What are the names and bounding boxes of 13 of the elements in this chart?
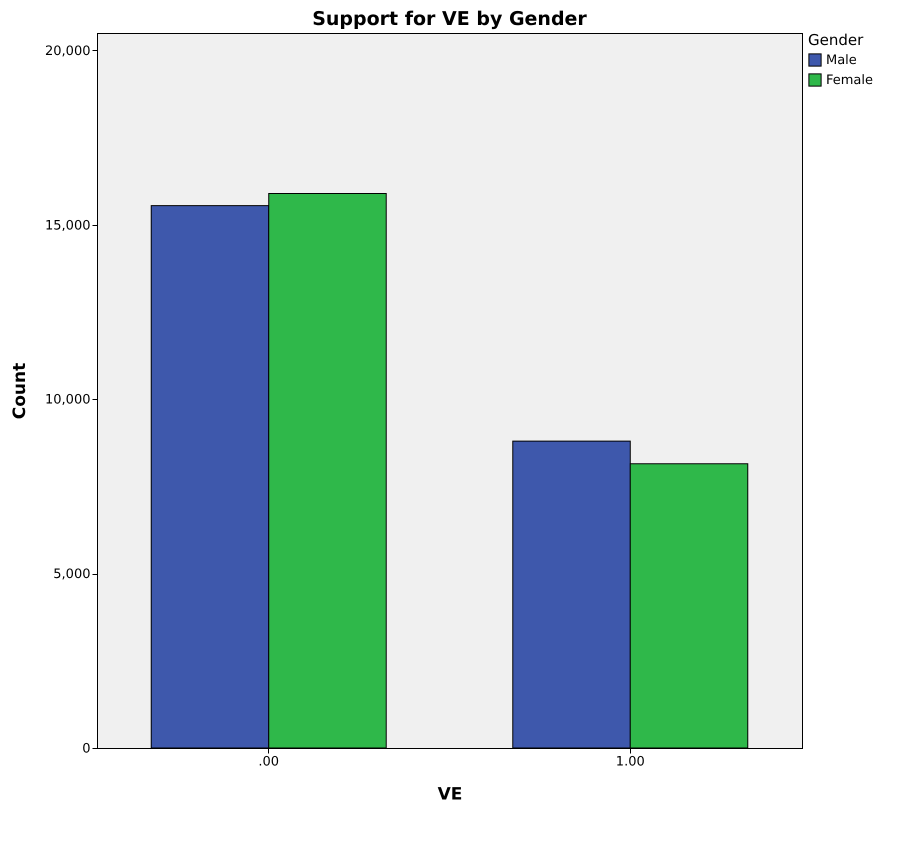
y-tick-label: 5,000: [53, 567, 90, 582]
y-tick-label: 0: [82, 742, 90, 756]
x-tick-label: 1.00: [616, 754, 645, 770]
y-axis-title: Count: [10, 362, 30, 420]
y-tick-label: 15,000: [45, 218, 90, 234]
x-axis-title: VE: [438, 784, 462, 804]
x-tick-label: .00: [258, 754, 280, 770]
legend-title: Gender: [808, 31, 864, 49]
y-tick-label: 20,000: [45, 44, 90, 59]
chart-title: Support for VE by Gender: [312, 8, 588, 30]
legend-label: Female: [826, 73, 874, 88]
y-tick-label: 10,000: [45, 392, 90, 408]
legend-label: Male: [826, 53, 857, 68]
